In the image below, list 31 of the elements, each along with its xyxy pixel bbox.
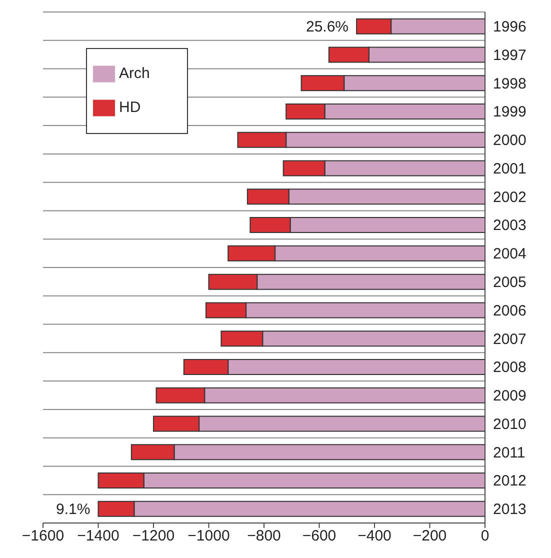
y-tick-label: 1999	[493, 104, 526, 121]
x-tick-label: −600	[302, 528, 336, 545]
y-tick-label: 2005	[493, 274, 526, 292]
x-tick-label: −400	[358, 528, 392, 545]
y-tick-label: 1996	[493, 18, 526, 36]
y-tick-label: 1998	[493, 75, 526, 92]
x-tick-label: −200	[412, 528, 447, 545]
x-tick-label: −1600	[22, 528, 64, 545]
legend-label: Arch	[119, 65, 150, 82]
y-tick-label: 2008	[493, 359, 526, 376]
y-tick-label: 2013	[493, 501, 526, 518]
y-tick-label: 2012	[493, 472, 526, 490]
y-tick-label: 2001	[493, 160, 526, 178]
y-tick-label: 2003	[493, 217, 526, 234]
y-tick-label: 2009	[493, 388, 526, 405]
y-tick-label: 2004	[493, 246, 526, 263]
y-tick-label: 2011	[493, 444, 526, 462]
y-tick-label: 2006	[493, 302, 526, 320]
y-tick-label: 1997	[493, 46, 526, 64]
x-tick-label: −1000	[188, 528, 230, 545]
annotation: 9.1%	[56, 501, 90, 518]
legend-label: HD	[119, 99, 141, 116]
y-tick-label: 2000	[493, 132, 526, 150]
x-tick-label: −1200	[132, 528, 175, 545]
x-tick-label: −800	[247, 528, 281, 545]
annotation: 25.6%	[306, 18, 349, 36]
x-tick-label: 0	[480, 528, 490, 545]
y-tick-label: 2007	[493, 330, 526, 348]
x-tick-label: −1400	[77, 528, 120, 545]
y-tick-label: 2010	[493, 416, 526, 433]
y-tick-label: 2002	[493, 188, 526, 206]
